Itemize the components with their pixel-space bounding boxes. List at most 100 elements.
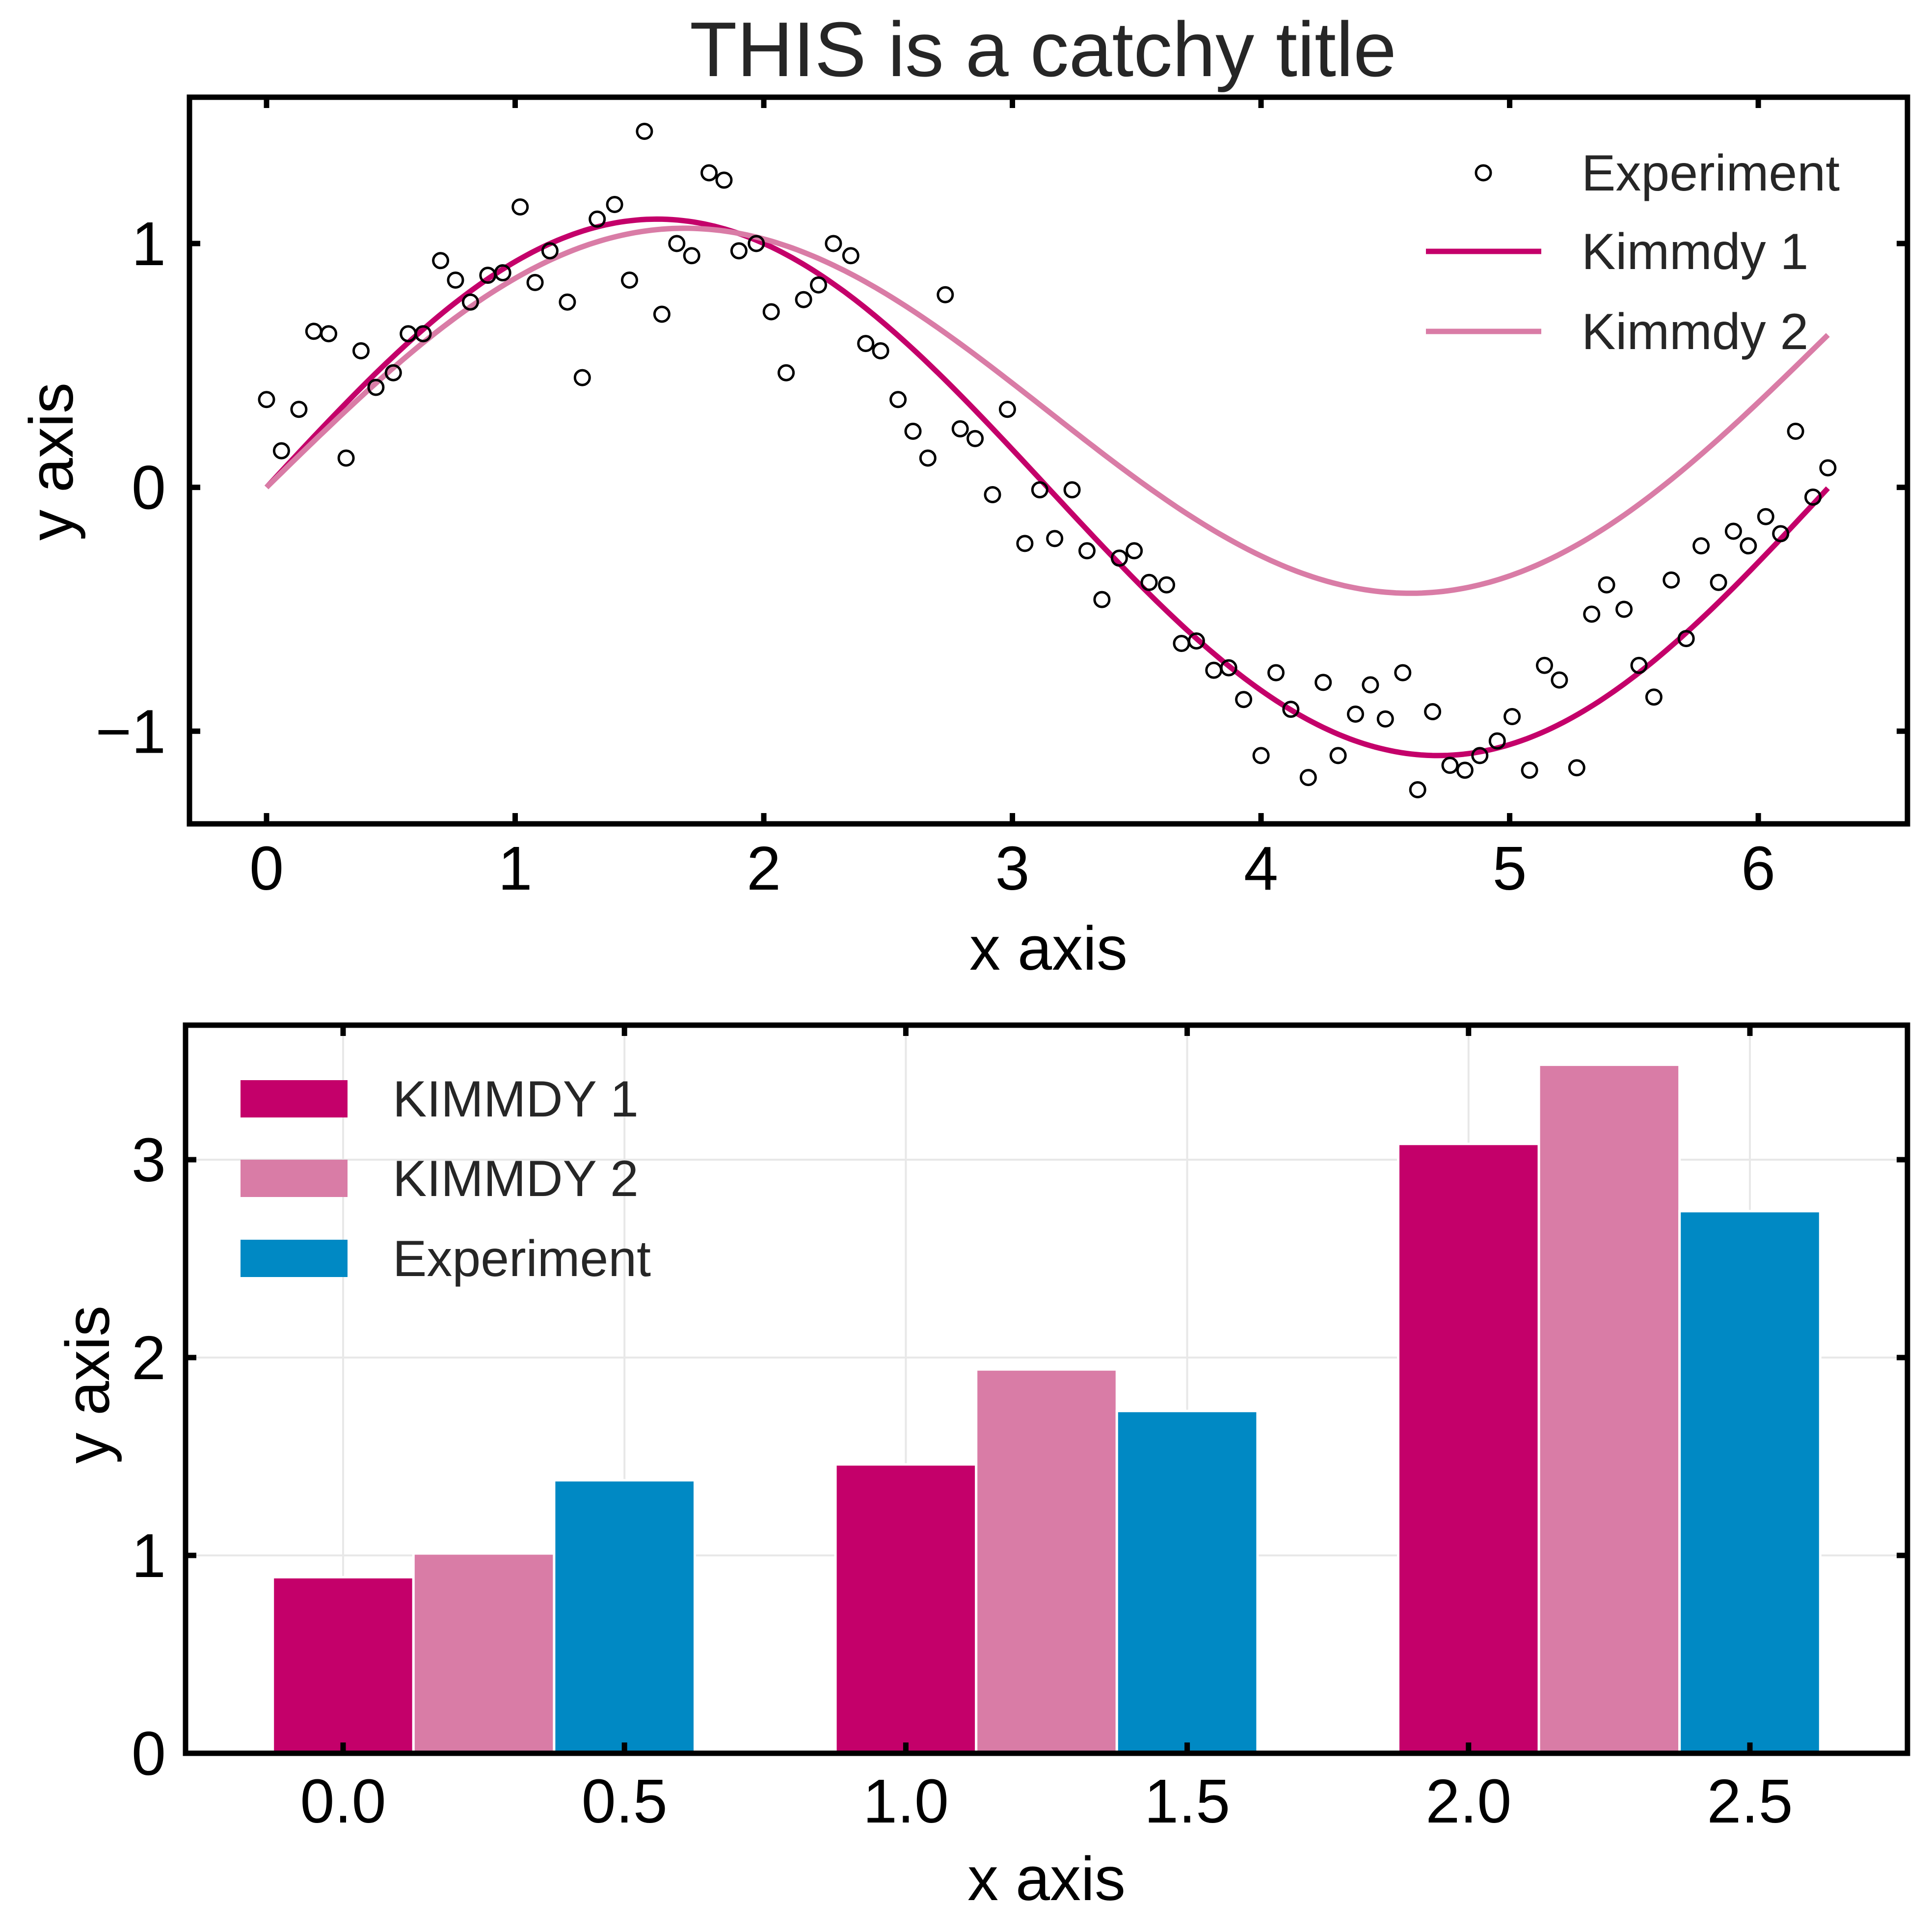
experiment-point bbox=[1424, 703, 1442, 720]
experiment-point bbox=[290, 401, 308, 418]
x-tick-label: 2 bbox=[747, 834, 781, 903]
y-tick-label: 1 bbox=[132, 209, 166, 278]
experiment-point bbox=[559, 293, 576, 311]
experiment-point bbox=[825, 235, 842, 252]
legend-swatch-kimmdy-1 bbox=[241, 1080, 348, 1117]
top-legend: Experiment Kimmdy 1 Kimmdy 2 bbox=[1426, 145, 1840, 360]
experiment-point bbox=[810, 276, 827, 294]
legend-label: Experiment bbox=[393, 1230, 651, 1287]
bottom-y-axis-label: y axis bbox=[53, 1306, 122, 1464]
experiment-point bbox=[1220, 659, 1237, 677]
experiment-point bbox=[636, 123, 653, 140]
experiment-point bbox=[1456, 762, 1474, 779]
experiment-point bbox=[1804, 489, 1822, 506]
experiment-point bbox=[1503, 708, 1521, 725]
experiment-point bbox=[715, 171, 733, 189]
legend-label: Kimmdy 2 bbox=[1582, 303, 1808, 360]
experiment-point bbox=[1126, 542, 1143, 560]
experiment-point bbox=[526, 273, 544, 291]
x-tick-label: 0 bbox=[249, 834, 284, 903]
experiment-point bbox=[1282, 701, 1300, 718]
experiment-point bbox=[1394, 664, 1412, 681]
experiment-point bbox=[889, 391, 907, 408]
x-tick-label: 0.5 bbox=[582, 1767, 668, 1836]
y-tick-label: 3 bbox=[132, 1125, 166, 1195]
experiment-point bbox=[352, 342, 370, 359]
experiment-point bbox=[1551, 671, 1568, 689]
legend-label: KIMMDY 2 bbox=[393, 1150, 639, 1207]
experiment-point bbox=[1536, 656, 1553, 674]
chart-title: THIS is a catchy title bbox=[690, 6, 1396, 93]
experiment-point bbox=[1692, 537, 1710, 555]
experiment-point bbox=[1471, 747, 1489, 764]
bar-kimmdy-2 bbox=[1537, 1063, 1681, 1755]
legend-swatch-experiment bbox=[241, 1240, 348, 1277]
experiment-point bbox=[1140, 573, 1158, 591]
experiment-point bbox=[1110, 549, 1128, 567]
experiment-point bbox=[951, 420, 969, 437]
experiment-point bbox=[795, 291, 812, 308]
experiment-point bbox=[778, 364, 795, 381]
experiment-point bbox=[447, 272, 464, 289]
experiment-point bbox=[1630, 656, 1648, 674]
experiment-point bbox=[1488, 732, 1506, 750]
experiment-point bbox=[998, 401, 1016, 418]
experiment-point bbox=[1031, 481, 1048, 499]
experiment-point bbox=[857, 335, 875, 353]
experiment-point bbox=[1187, 632, 1205, 650]
experiment-point bbox=[1710, 573, 1727, 591]
y-tick-label: 2 bbox=[132, 1323, 166, 1392]
experiment-point bbox=[1772, 525, 1790, 543]
experiment-point bbox=[367, 379, 385, 396]
bar-kimmdy-2 bbox=[975, 1368, 1118, 1755]
experiment-point bbox=[1724, 522, 1742, 540]
experiment-point bbox=[1063, 481, 1081, 499]
experiment-point bbox=[1235, 691, 1253, 708]
x-tick-label: 0.0 bbox=[300, 1767, 386, 1836]
x-tick-label: 2.0 bbox=[1425, 1767, 1511, 1836]
experiment-point bbox=[1757, 508, 1774, 525]
bar-kimmdy-2 bbox=[412, 1552, 556, 1755]
experiment-point bbox=[1376, 710, 1394, 728]
legend-label: Experiment bbox=[1582, 145, 1840, 202]
bar-experiment bbox=[1115, 1410, 1259, 1755]
experiment-point bbox=[1329, 747, 1347, 764]
experiment-point bbox=[414, 325, 432, 343]
experiment-point bbox=[1645, 688, 1663, 706]
experiment-point bbox=[1583, 605, 1601, 623]
experiment-point bbox=[1093, 591, 1111, 608]
experiment-point bbox=[1663, 571, 1680, 589]
experiment-point bbox=[683, 247, 700, 265]
experiment-point bbox=[668, 235, 686, 252]
experiment-point bbox=[842, 247, 859, 265]
x-tick-label: 1 bbox=[498, 834, 532, 903]
y-tick-label: 0 bbox=[132, 1719, 166, 1788]
top-x-axis-label: x axis bbox=[969, 914, 1127, 983]
experiment-point bbox=[1568, 759, 1585, 777]
experiment-point bbox=[337, 449, 355, 467]
experiment-point bbox=[541, 242, 559, 260]
y-tick-label: 0 bbox=[132, 453, 166, 522]
experiment-point bbox=[1299, 769, 1317, 787]
experiment-point bbox=[432, 252, 450, 270]
legend-swatch-kimmdy-2 bbox=[241, 1160, 348, 1197]
bottom-legend: KIMMDY 1 KIMMDY 2 Experiment bbox=[241, 1071, 651, 1287]
top-line-chart: 0 1 2 3 4 5 6 −1 0 1 x axis y axis Experiment Kimm… bbox=[17, 94, 1910, 983]
experiment-point bbox=[1677, 630, 1695, 648]
experiment-point bbox=[700, 164, 718, 182]
experiment-point bbox=[1267, 664, 1285, 681]
bottom-bar-chart: 0.0 0.5 1.0 1.5 2.0 2.5 0 1 2 3 x axis y axis KIM… bbox=[53, 1022, 1910, 1913]
experiment-point bbox=[984, 486, 1001, 503]
bar-experiment bbox=[553, 1479, 697, 1755]
legend-marker-experiment bbox=[1475, 164, 1492, 182]
x-tick-label: 1.0 bbox=[863, 1767, 949, 1836]
x-tick-label: 3 bbox=[995, 834, 1030, 903]
experiment-point bbox=[494, 264, 511, 282]
experiment-point bbox=[1615, 600, 1633, 618]
experiment-point bbox=[606, 196, 623, 213]
experiment-point bbox=[320, 325, 338, 343]
experiment-point bbox=[384, 364, 402, 381]
experiment-point bbox=[621, 272, 638, 289]
experiment-point bbox=[762, 303, 780, 321]
experiment-point bbox=[1158, 576, 1176, 594]
